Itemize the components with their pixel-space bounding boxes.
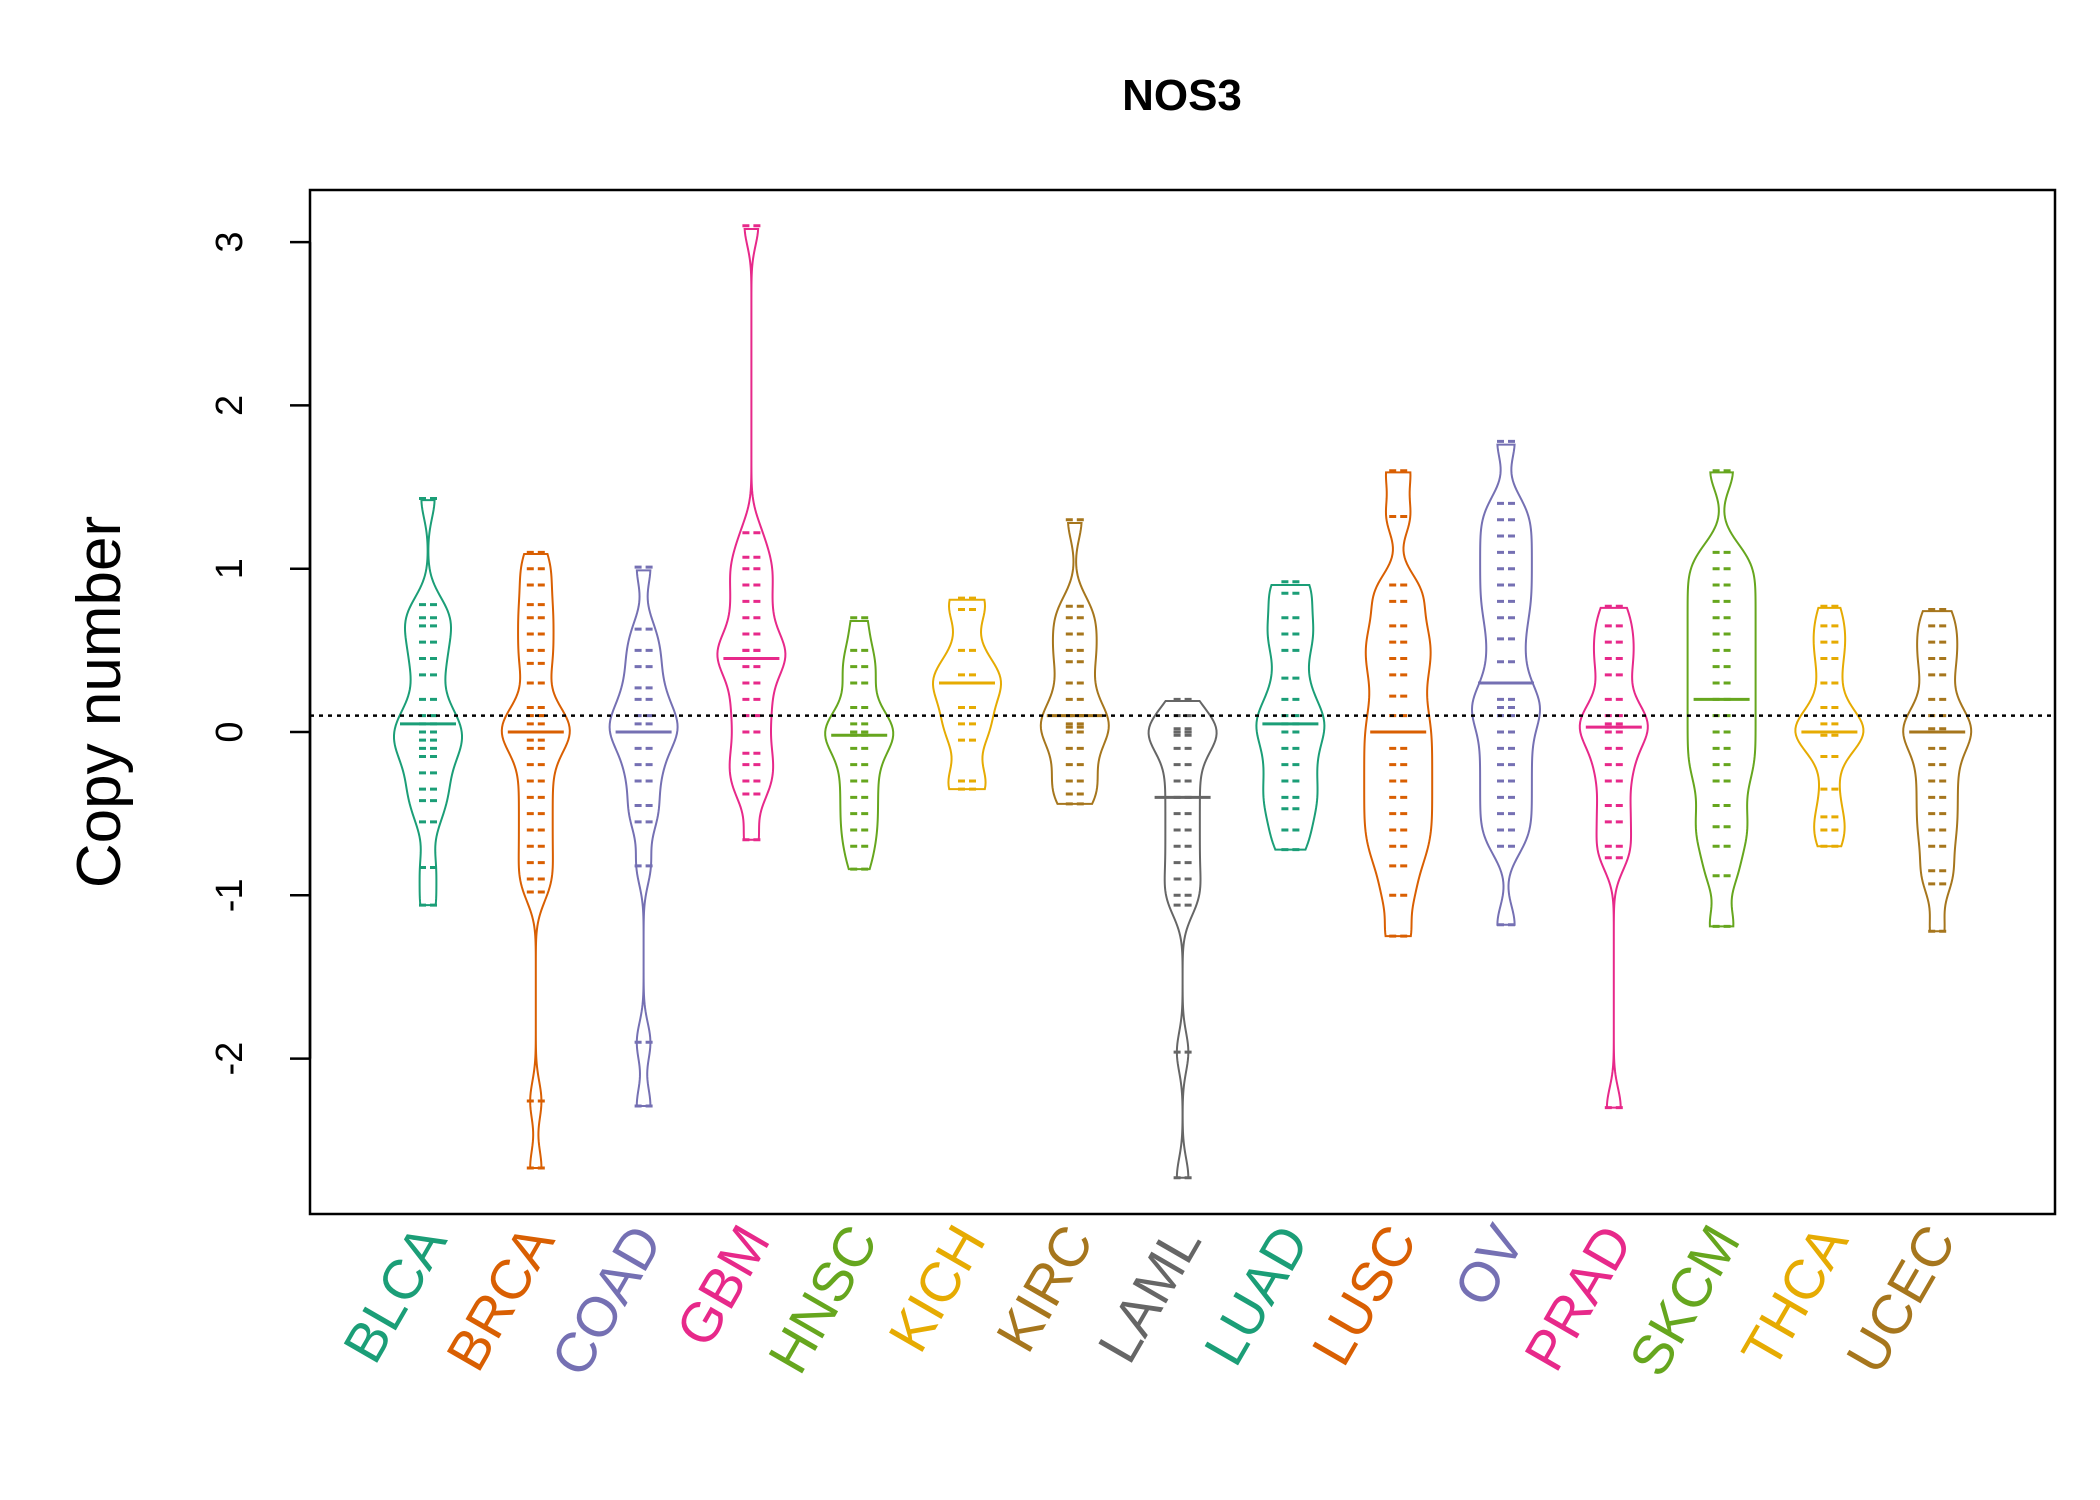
bean-gbm [716, 224, 787, 842]
y-tick-label: -2 [209, 1042, 251, 1076]
bean-ucec [1902, 608, 1973, 933]
bean-skcm [1686, 469, 1757, 928]
beans [392, 224, 1973, 1180]
bean-density [1147, 699, 1218, 1179]
bean-luad [1255, 580, 1326, 852]
bean-density [1363, 471, 1434, 938]
x-tick-label: OV [1441, 1214, 1536, 1316]
bean-kich [931, 596, 1003, 791]
x-tick-label: HNSC [756, 1215, 890, 1384]
bean-density [824, 619, 895, 871]
bean-density [608, 569, 679, 1107]
y-axis: -2 -1 0 1 2 3 [209, 232, 312, 1076]
bean-hnsc [824, 616, 895, 871]
y-tick-label: 3 [209, 232, 251, 253]
bean-density [1794, 606, 1865, 848]
y-tick-label: 2 [209, 395, 251, 416]
bean-density [1578, 606, 1649, 1109]
x-tick-label: LUAD [1192, 1215, 1321, 1376]
y-tick-label: 1 [209, 558, 251, 579]
bean-thca [1794, 604, 1865, 848]
x-tick-label: UCEC [1834, 1215, 1968, 1384]
bean-ov [1470, 439, 1542, 927]
x-tick-label: LAML [1085, 1215, 1213, 1373]
y-axis-label: Copy number [65, 516, 134, 888]
bean-density [1039, 521, 1110, 805]
bean-prad [1578, 604, 1649, 1110]
y-tick-label: -1 [209, 878, 251, 912]
chart-title: NOS3 [1122, 71, 1242, 120]
bean-density [931, 598, 1003, 791]
bean-density [1470, 443, 1542, 926]
bean-laml [1147, 697, 1218, 1180]
bean-lusc [1363, 469, 1434, 938]
bean-density [500, 553, 571, 1170]
bean-brca [500, 550, 571, 1170]
x-tick-label: GBM [663, 1215, 781, 1357]
bean-blca [392, 496, 464, 907]
x-tick-label: LUSC [1299, 1215, 1428, 1376]
x-tick-label: KICH [876, 1215, 997, 1362]
bean-density [716, 228, 787, 841]
bean-density [1255, 584, 1326, 851]
x-tick-label: COAD [539, 1215, 674, 1387]
bean-coad [608, 565, 679, 1108]
bean-kirc [1039, 518, 1110, 806]
x-tick-label: SKCM [1617, 1215, 1752, 1387]
y-tick-label: 0 [209, 721, 251, 742]
bean-density [392, 499, 464, 907]
bean-density [1902, 610, 1973, 933]
